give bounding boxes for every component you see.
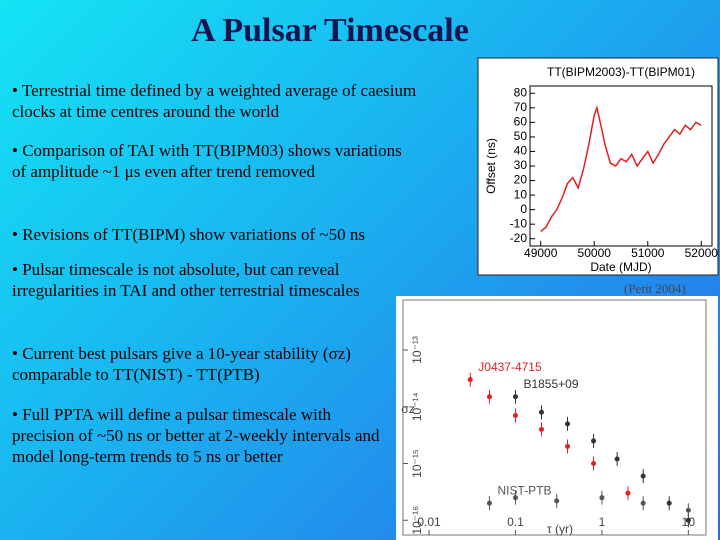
figure-frame	[477, 57, 719, 276]
y-tick-label: 10	[514, 187, 528, 201]
bullet: • Revisions of TT(BIPM) show variations …	[12, 225, 365, 244]
plot-frame	[402, 299, 707, 536]
bullet: • Pulsar timescale is not absolute, but …	[12, 260, 360, 300]
bullet: • Full PPTA will define a pulsar timesca…	[12, 405, 380, 466]
y-tick-label: 20	[514, 173, 528, 187]
y-tick-label: -20	[510, 231, 528, 245]
y-tick-label: 60	[514, 115, 528, 129]
bullet: • Terrestrial time defined by a weighted…	[12, 81, 417, 121]
y-tick-label: 10⁻¹⁵	[410, 449, 424, 478]
y-tick-label: 10⁻¹³	[410, 336, 424, 364]
y-tick-label: 30	[514, 158, 528, 172]
x-tick-label: 1	[599, 515, 606, 529]
x-tick-label: 52000	[685, 246, 719, 260]
x-tick-label: 0.01	[417, 515, 441, 529]
series-label: NIST-PTB	[497, 483, 551, 497]
x-tick-label: 49000	[524, 246, 558, 260]
x-tick-label: 50000	[578, 246, 612, 260]
data-line	[540, 105, 702, 233]
series-label: B1855+09	[523, 377, 578, 391]
y-axis-label: σz	[401, 402, 414, 416]
y-tick-label: 10⁻¹⁴	[410, 392, 424, 421]
slide-title: A Pulsar Timescale	[191, 12, 469, 49]
y-tick-label: 70	[514, 100, 528, 114]
y-tick-label: 50	[514, 129, 528, 143]
x-tick-label: 0.1	[507, 515, 524, 529]
series-label: J0437-4715	[478, 360, 542, 374]
y-tick-label: 80	[514, 85, 528, 99]
x-tick-label: 51000	[631, 246, 665, 260]
bullet: • Comparison of TAI with TT(BIPM03) show…	[12, 141, 402, 181]
y-axis-label: Offset (ns)	[484, 138, 498, 194]
y-tick-label: 0	[520, 202, 527, 216]
y-tick-label: 40	[514, 144, 528, 158]
chart-title: TT(BIPM2003)-TT(BIPM01)	[547, 65, 695, 79]
y-tick-label: -10	[510, 216, 528, 230]
x-axis-label: Date (MJD)	[590, 260, 651, 274]
caption: (Petit 2004)	[624, 281, 686, 296]
bullet: • Current best pulsars give a 10-year st…	[12, 344, 351, 384]
x-axis-label: τ (yr)	[547, 522, 573, 536]
y-tick-label: 10⁻¹⁶	[410, 506, 424, 535]
